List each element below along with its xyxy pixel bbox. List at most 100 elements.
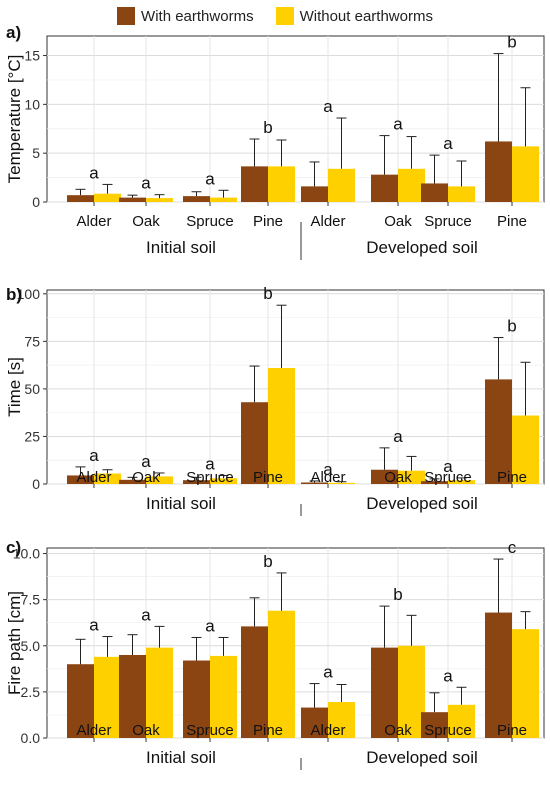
significance-letter: b [263, 284, 272, 303]
bar-without [146, 647, 173, 738]
legend-label-without: Without earthworms [299, 7, 433, 25]
x-tick-label: Oak [384, 469, 412, 486]
group-label-developed: Developed soil [366, 494, 478, 513]
group-label-developed: Developed soil [366, 238, 478, 257]
x-tick-label: Alder [76, 469, 111, 486]
significance-letter: a [393, 427, 403, 446]
group-label-initial: Initial soil [146, 494, 216, 513]
y-tick-label: 0.0 [21, 730, 41, 746]
significance-letter: a [443, 666, 453, 685]
y-tick-label: 0 [32, 194, 40, 210]
bar-with [371, 174, 398, 202]
significance-letter: a [205, 454, 215, 473]
bar-with [183, 196, 210, 202]
y-tick-label: 50 [24, 381, 40, 397]
y-axis-label: Time [s] [5, 357, 24, 417]
bar-without [146, 476, 173, 484]
x-tick-label: Alder [76, 213, 111, 230]
bar-with [67, 195, 94, 202]
bar-with [421, 712, 448, 738]
bar-with [421, 481, 448, 484]
bar-with [241, 626, 268, 738]
bar-with [371, 647, 398, 738]
bar-without [328, 168, 355, 202]
x-tick-label: Spruce [424, 213, 472, 230]
bar-without [448, 186, 475, 202]
bar-without [268, 610, 295, 738]
y-tick-label: 15 [24, 48, 40, 64]
group-label-developed: Developed soil [366, 748, 478, 767]
x-tick-label: Oak [132, 213, 160, 230]
significance-letter: a [141, 605, 151, 624]
significance-letter: a [205, 616, 215, 635]
significance-letter: b [507, 33, 516, 52]
y-tick-label: 100 [17, 286, 41, 302]
significance-letter: a [141, 174, 151, 193]
bar-without [398, 470, 425, 484]
bar-with [67, 475, 94, 484]
x-tick-label: Spruce [424, 722, 472, 739]
legend-item-without-earthworms: Without earthworms [275, 7, 433, 25]
bar-with [485, 141, 512, 202]
significance-letter: a [141, 452, 151, 471]
legend: With earthworms Without earthworms [0, 4, 550, 28]
x-tick-label: Pine [253, 213, 283, 230]
bar-without [512, 146, 539, 202]
significance-letter: b [263, 118, 272, 137]
x-tick-label: Spruce [186, 213, 234, 230]
bar-with [119, 654, 146, 738]
y-tick-label: 25 [24, 428, 40, 444]
x-tick-label: Pine [497, 213, 527, 230]
significance-letter: a [89, 163, 99, 182]
bar-without [398, 645, 425, 738]
bar-without [210, 655, 237, 738]
significance-letter: a [323, 663, 333, 682]
bar-without [146, 198, 173, 202]
bar-with [301, 482, 328, 484]
significance-letter: a [323, 460, 333, 479]
bar-without [512, 629, 539, 738]
x-tick-label: Oak [384, 722, 412, 739]
bar-with [301, 186, 328, 202]
significance-letter: b [263, 552, 272, 571]
x-tick-label: Oak [132, 722, 160, 739]
x-tick-label: Pine [497, 722, 527, 739]
bar-with [485, 379, 512, 484]
bar-without [210, 197, 237, 202]
panel-3: 0.0 2.5 5.0 7.5 10.0 Fire path [cm] c) a a a b a b a c… [5, 538, 545, 770]
bar-with [421, 183, 448, 202]
x-tick-label: Pine [497, 469, 527, 486]
significance-letter: c [508, 538, 517, 557]
x-tick-label: Oak [384, 213, 412, 230]
y-tick-label: 5 [32, 145, 40, 161]
significance-letter: b [507, 317, 516, 336]
panel-label: a) [6, 23, 21, 42]
plot-area [46, 35, 545, 203]
bar-with [485, 612, 512, 738]
y-tick-label: 0 [32, 476, 40, 492]
panel-label: c) [6, 538, 21, 557]
bar-without [448, 704, 475, 738]
panel-label: b) [6, 285, 22, 304]
x-tick-label: Alder [76, 722, 111, 739]
bar-with [301, 707, 328, 738]
significance-letter: a [89, 616, 99, 635]
x-tick-label: Alder [310, 469, 345, 486]
legend-swatch-with [117, 7, 136, 25]
group-label-initial: Initial soil [146, 748, 216, 767]
x-tick-label: Spruce [186, 469, 234, 486]
y-tick-label: 10 [24, 96, 40, 112]
bar-with [67, 664, 94, 738]
y-tick-label: 10.0 [13, 546, 40, 562]
y-tick-label: 2.5 [21, 684, 41, 700]
bar-without [328, 482, 355, 484]
group-label-initial: Initial soil [146, 238, 216, 257]
y-tick-label: 75 [24, 333, 40, 349]
y-axis-label: Fire path [cm] [5, 591, 24, 695]
y-tick-label: 7.5 [21, 592, 41, 608]
x-tick-label: Spruce [424, 469, 472, 486]
legend-swatch-without [275, 7, 294, 25]
bar-with [119, 479, 146, 484]
significance-letter: a [393, 115, 403, 134]
